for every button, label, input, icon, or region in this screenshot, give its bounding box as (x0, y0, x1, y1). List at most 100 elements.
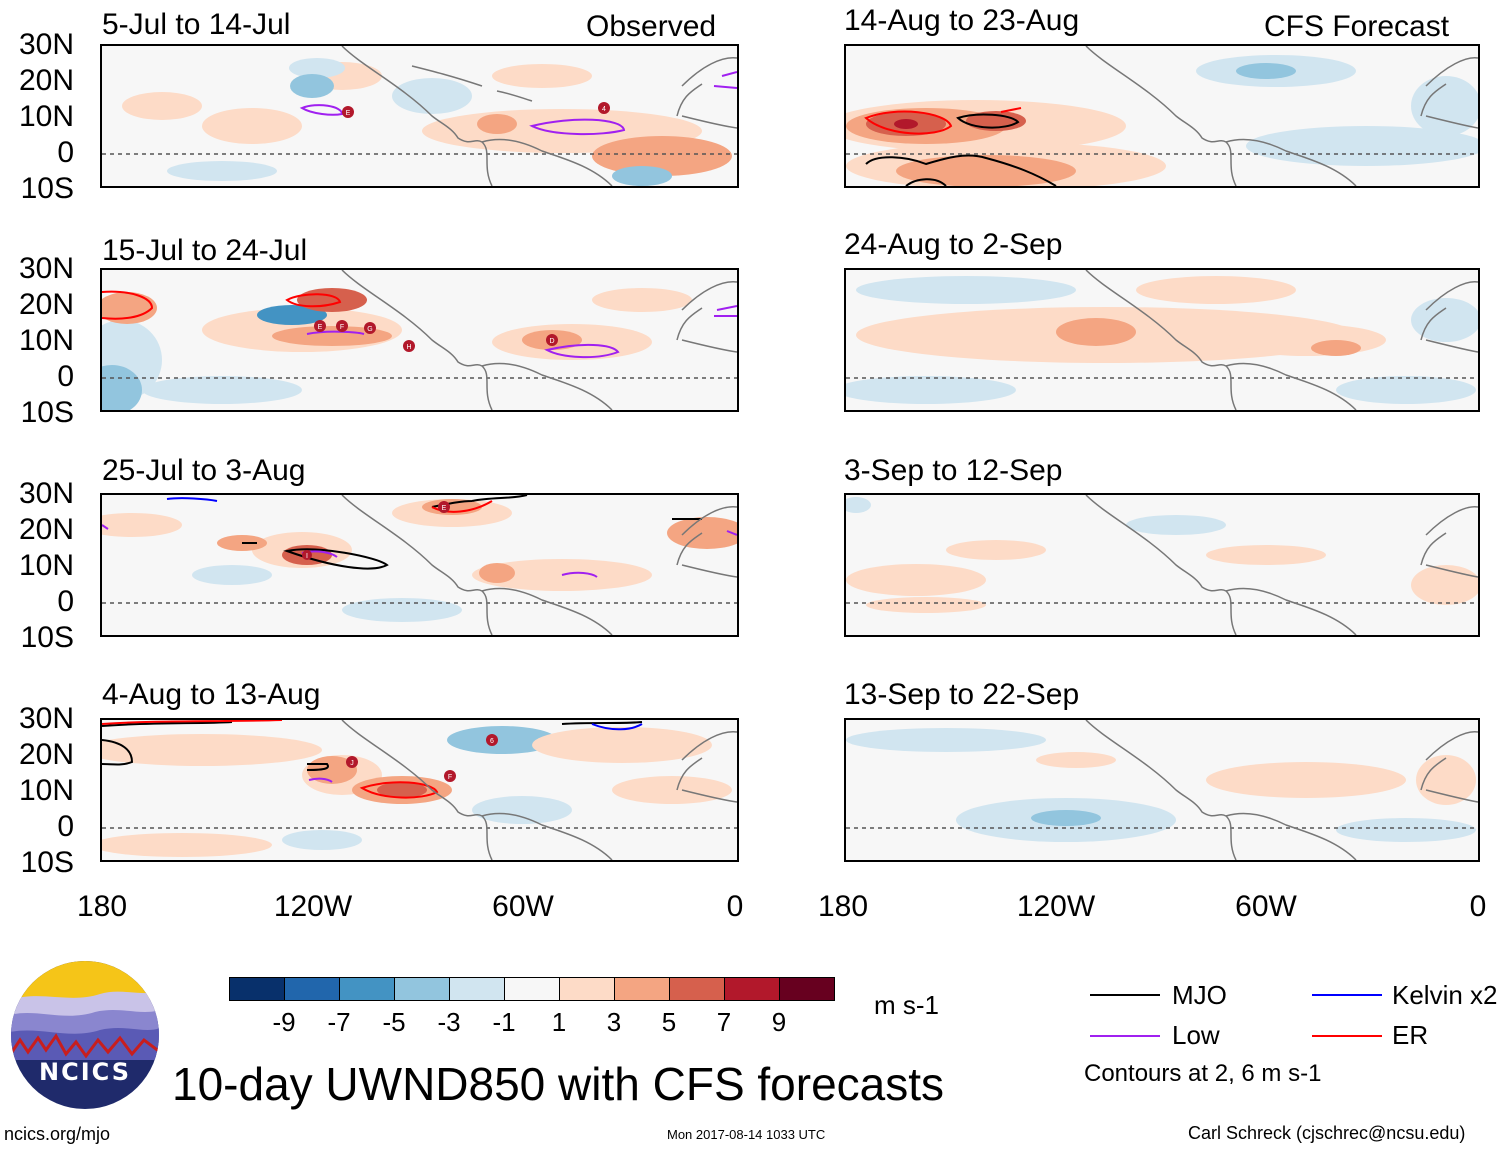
colorbar-label: -3 (437, 1007, 461, 1037)
colorbar-label: 3 (606, 1007, 622, 1037)
map-panel-obs-3: E I (100, 493, 739, 637)
footer-link[interactable]: ncics.org/mjo (4, 1124, 111, 1144)
storm-label: E (318, 324, 323, 331)
storm-label: E (442, 505, 447, 512)
footer-timestamp: Mon 2017-08-14 1033 UTC (667, 1127, 826, 1142)
map-fc-2 (846, 270, 1478, 410)
colorbar-label: -9 (272, 1007, 296, 1037)
storm-marker: E (342, 106, 354, 118)
storm-label: F (340, 324, 344, 331)
lat-label: 10S (20, 621, 74, 654)
storm-marker: D (546, 334, 558, 346)
lat-label: 20N (18, 64, 74, 97)
lat-label: 10N (18, 549, 74, 582)
map-panel-fc-3 (844, 493, 1480, 637)
lon-label-left-60w: 60W (492, 890, 554, 923)
storm-label: J (350, 760, 354, 767)
legend-label-kelvin: Kelvin x2 (1392, 980, 1498, 1010)
map-obs-1: E 4 (102, 46, 737, 186)
lon-label-right-0: 0 (1469, 890, 1487, 923)
lat-label: 30N (18, 28, 74, 61)
legend-label-low: Low (1172, 1020, 1220, 1050)
storm-label: G (367, 326, 372, 333)
storm-marker: E (438, 501, 450, 513)
legend-line-er (1312, 1035, 1382, 1037)
lat-label: 10N (18, 324, 74, 357)
colorbar-label: 1 (551, 1007, 567, 1037)
main-title: 10-day UWND850 with CFS forecasts (172, 1058, 945, 1110)
map-fc-3 (846, 495, 1478, 635)
storm-marker: I (302, 550, 312, 560)
map-panel-obs-2: E F G H D (100, 268, 739, 412)
lat-label: 10S (20, 172, 74, 205)
storm-label: H (406, 344, 411, 351)
colorbar-label: -7 (327, 1007, 351, 1037)
colorbar-swatch (449, 977, 505, 1001)
panel-title-obs-1: 5-Jul to 14-Jul (102, 8, 291, 41)
colorbar-label: -1 (492, 1007, 516, 1037)
lat-label: 30N (18, 252, 74, 285)
storm-marker: 4 (598, 102, 610, 114)
lat-label: 0 (57, 810, 74, 843)
map-panel-obs-4: J F 6 (100, 718, 739, 862)
panel-title-fc-4: 13-Sep to 22-Sep (844, 678, 1080, 711)
colorbar-swatch (394, 977, 450, 1001)
lat-label: 10N (18, 100, 74, 133)
storm-marker: 6 (486, 734, 498, 746)
colorbar-swatch (339, 977, 395, 1001)
forecast-header: CFS Forecast (1264, 10, 1450, 43)
lat-label: 20N (18, 738, 74, 771)
map-panel-fc-2 (844, 268, 1480, 412)
lat-label: 10S (20, 396, 74, 429)
lat-label: 30N (18, 702, 74, 735)
lat-label: 10S (20, 846, 74, 879)
legend-line-kelvin (1312, 994, 1382, 996)
storm-label: E (346, 110, 351, 117)
map-panel-fc-4 (844, 718, 1480, 862)
colorbar-swatch (229, 977, 285, 1001)
colorbar-swatch (284, 977, 340, 1001)
colorbar-swatch (724, 977, 780, 1001)
storm-label: 4 (602, 106, 606, 113)
lat-label: 0 (57, 360, 74, 393)
ncics-logo: NCICS (10, 960, 160, 1110)
legend-label-er: ER (1392, 1020, 1429, 1050)
storm-marker: G (364, 322, 376, 334)
lon-label-right-120w: 120W (1016, 890, 1096, 923)
colorbar-label: 5 (661, 1007, 677, 1037)
panel-title-fc-1: 14-Aug to 23-Aug (844, 4, 1080, 37)
panel-title-fc-3: 3-Sep to 12-Sep (844, 454, 1063, 487)
colorbar-swatch (614, 977, 670, 1001)
footer-author: Carl Schreck (cjschrec@ncsu.edu) (1188, 1123, 1466, 1143)
storm-marker: H (403, 340, 415, 352)
storm-label: I (306, 553, 308, 560)
colorbar-label: 9 (771, 1007, 787, 1037)
panel-title-obs-2: 15-Jul to 24-Jul (102, 234, 308, 267)
colorbar-swatch (779, 977, 835, 1001)
lon-label-left-0: 0 (726, 890, 744, 923)
lat-label: 0 (57, 136, 74, 169)
map-obs-2: E F G H D (102, 270, 737, 410)
observed-header: Observed (586, 10, 717, 43)
panel-title-obs-3: 25-Jul to 3-Aug (102, 454, 306, 487)
lat-label: 20N (18, 288, 74, 321)
panel-title-fc-2: 24-Aug to 2-Sep (844, 228, 1063, 261)
legend-label-mjo: MJO (1172, 980, 1227, 1010)
storm-marker: J (346, 756, 358, 768)
lat-label: 10N (18, 774, 74, 807)
colorbar-swatch (504, 977, 560, 1001)
lat-label: 0 (57, 585, 74, 618)
storm-marker: E (314, 320, 326, 332)
map-obs-3: E I (102, 495, 737, 635)
lon-label-left-180: 180 (76, 890, 128, 923)
lon-label-right-180: 180 (817, 890, 869, 923)
map-fc-1 (846, 46, 1478, 186)
legend-line-mjo (1090, 994, 1160, 996)
colorbar-swatch (669, 977, 725, 1001)
storm-label: D (549, 338, 554, 345)
lon-label-right-60w: 60W (1235, 890, 1297, 923)
colorbar-swatch (559, 977, 615, 1001)
logo-text: NCICS (39, 1058, 131, 1086)
colorbar-label: -5 (382, 1007, 406, 1037)
lat-label: 20N (18, 513, 74, 546)
